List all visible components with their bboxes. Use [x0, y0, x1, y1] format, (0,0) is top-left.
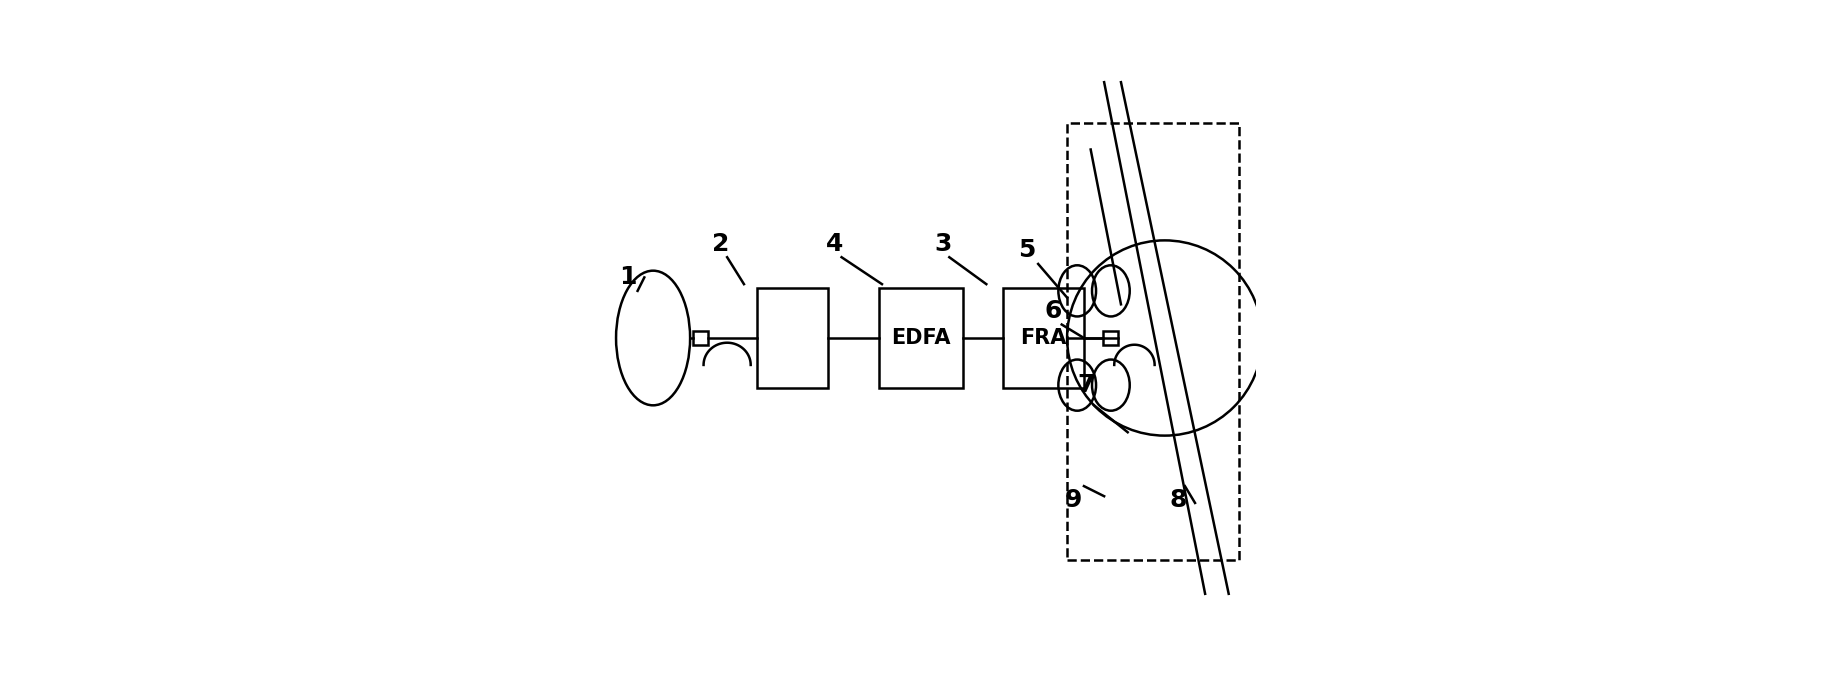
Text: 8: 8: [1169, 487, 1187, 512]
Text: 3: 3: [934, 232, 952, 256]
Bar: [1103, 331, 1118, 345]
Text: 6: 6: [1046, 299, 1062, 323]
Text: 5: 5: [1018, 239, 1035, 262]
Text: 9: 9: [1066, 487, 1083, 512]
Bar: [757, 287, 829, 389]
Text: 4: 4: [825, 232, 844, 256]
Text: FRA: FRA: [1020, 328, 1066, 348]
Text: 1: 1: [619, 266, 638, 289]
Bar: [1004, 287, 1084, 389]
Text: 2: 2: [711, 232, 730, 256]
Bar: [879, 287, 963, 389]
Text: 7: 7: [1077, 373, 1095, 397]
Bar: [1068, 122, 1239, 560]
Bar: [693, 331, 708, 345]
Text: EDFA: EDFA: [891, 328, 950, 348]
